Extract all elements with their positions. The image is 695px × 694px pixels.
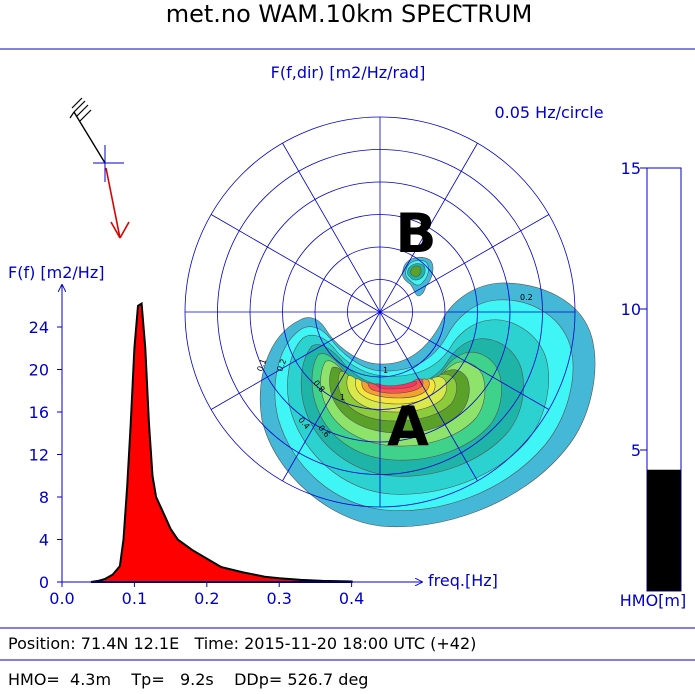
polar-spoke [210,311,381,410]
x-tick-label: 0.1 [122,589,147,608]
x-tick-label: 0.3 [266,589,291,608]
polar-spoke [282,142,381,313]
contour-label: 0.1 [255,358,268,373]
hmo-axis-label: HMO[m] [620,591,687,610]
peak-marker-a: A [387,395,429,458]
y-tick-label: 8 [39,488,49,507]
y-tick-label: 20 [29,361,49,380]
spectrum-y-label: F(f) [m2/Hz] [8,263,104,282]
spectrum-x-ticks: 0.0 0.1 0.2 0.3 0.4 [49,582,364,608]
frequency-spectrum-chart: 0.0 0.1 0.2 0.3 0.4 0 4 8 12 16 20 24 F(f) [m2/Hz]… [8,263,498,608]
polar-spoke [210,214,381,313]
contour-level-13 [375,381,418,390]
contour-label: 1 [383,366,388,375]
polar-spoke [379,311,550,410]
polar-grid [184,116,576,508]
spectrum-y-ticks: 0 4 8 12 16 20 24 [29,318,62,592]
spectrum-contours [259,257,596,528]
polar-spoke [379,311,478,482]
peak-marker-b: B [395,202,436,265]
contour-peak-b-core [409,265,422,277]
position-time-line: Position: 71.4N 12.1E Time: 2015-11-20 1… [8,634,477,653]
hmo-bar-chart: 5 10 15 HMO[m] [620,159,687,610]
y-tick-label: 0 [39,573,49,592]
polar-plot-label: F(f,dir) [m2/Hz/rad] [271,63,426,82]
x-tick-label: 0.4 [339,589,364,608]
polar-spoke [282,311,381,482]
y-tick-label: 24 [29,318,49,337]
hmo-tick-label: 5 [631,441,641,460]
wind-barb-icon [69,97,124,182]
y-tick-label: 12 [29,446,49,465]
polar-scale-label: 0.05 Hz/circle [494,103,603,122]
x-tick-label: 0.2 [194,589,219,608]
polar-spoke [379,142,478,313]
wave-direction-arrow-icon [105,167,130,239]
spectrum-area [90,301,353,583]
y-tick-label: 4 [39,531,49,550]
spectrum-x-label: freq.[Hz] [428,571,498,590]
directional-spectrum-plot: 0.1 0.2 0.2 0.4 0.6 0.8 1 1 A B F(f,dir)… [184,63,604,528]
summary-params-line: HMO= 4.3m Tp= 9.2s DDp= 526.7 deg [8,670,369,689]
hmo-bar [647,469,681,591]
contour-label: 0.2 [275,358,288,373]
hmo-ticks: 5 10 15 [621,159,647,460]
contour-label: 1 [340,393,345,402]
chart-title: met.no WAM.10km SPECTRUM [166,0,533,28]
y-tick-label: 16 [29,403,49,422]
hmo-tick-label: 10 [621,300,641,319]
x-tick-label: 0.0 [49,589,74,608]
contour-label: 0.2 [520,293,533,302]
hmo-tick-label: 15 [621,159,641,178]
polar-spoke [379,214,550,313]
